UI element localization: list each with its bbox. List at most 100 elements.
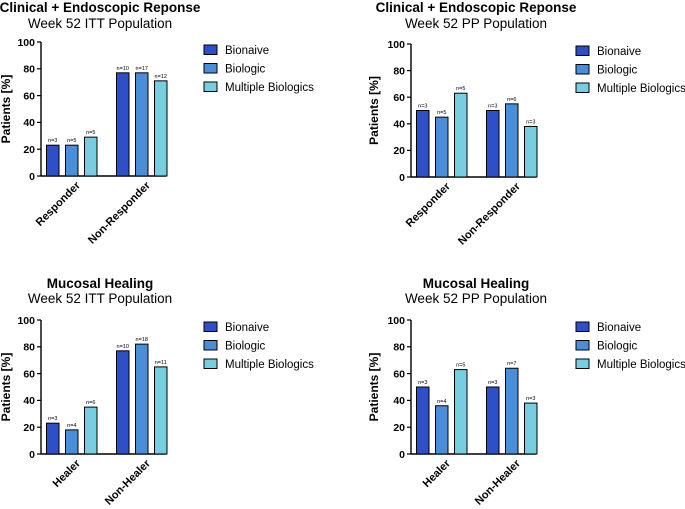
bar-n-label: n=3 (526, 119, 535, 125)
chart-subtitle: Week 52 ITT Population (28, 291, 172, 306)
legend-label: Multiple Biologics (225, 82, 314, 94)
x-category-label: Healer (51, 457, 84, 490)
legend-label: Bionaive (597, 46, 641, 58)
bar-n-label: n=4 (67, 423, 76, 429)
bar-n-label: n=10 (117, 66, 129, 72)
bar-n-label: n=10 (117, 344, 129, 350)
chart-title: Mucosal Healing (47, 276, 154, 291)
y-tick-label: 20 (23, 422, 35, 434)
legend-swatch (575, 358, 590, 369)
y-tick-label: 40 (393, 119, 405, 131)
bar (505, 103, 519, 178)
legend-swatch (575, 321, 590, 332)
y-axis-label: Patients [%] (0, 353, 13, 422)
bar (416, 386, 430, 455)
bar (435, 405, 449, 455)
bar (65, 429, 79, 455)
legend-swatch (203, 81, 218, 92)
bar-n-label: n=7 (507, 361, 516, 367)
legend-label: Bionaive (225, 322, 269, 334)
chart-title: Clinical + Endoscopic Reponse (376, 0, 577, 15)
x-category-label: Non-Responder (86, 179, 153, 246)
bar-n-label: n=17 (136, 66, 148, 72)
bar-n-label: n=5 (86, 130, 95, 136)
bar-n-label: n=11 (155, 360, 167, 366)
y-tick-label: 80 (23, 64, 35, 76)
bar (135, 72, 149, 177)
bar-n-label: n=5 (67, 138, 76, 144)
bar-n-label: n=3 (418, 380, 427, 386)
bar (524, 402, 538, 455)
y-tick-label: 40 (393, 395, 405, 407)
legend-label: Multiple Biologics (597, 83, 685, 95)
bar (84, 136, 98, 177)
legend-label: Biologic (597, 341, 638, 353)
bar (65, 144, 79, 177)
bar (435, 116, 449, 178)
bar (454, 92, 468, 178)
legend-label: Bionaive (225, 45, 269, 57)
bar-n-label: n=6 (86, 400, 95, 406)
bar-n-label: n=18 (136, 337, 148, 343)
x-category-label: Non-Healer (103, 457, 153, 507)
y-axis-label: Patients [%] (367, 76, 381, 145)
y-tick-label: 20 (393, 145, 405, 157)
bar-n-label: n=3 (418, 104, 427, 110)
bar (46, 422, 60, 455)
y-tick-label: 40 (23, 117, 35, 129)
y-tick-label: 0 (29, 171, 35, 183)
chart-title: Mucosal Healing (423, 276, 530, 291)
y-axis-label: Patients [%] (367, 353, 381, 422)
bar (46, 144, 60, 177)
bar-n-label: n=4 (437, 399, 446, 405)
bar (524, 125, 538, 178)
x-category-label: Non-Healer (473, 457, 523, 507)
y-tick-label: 60 (23, 368, 35, 380)
bar-n-label: n=3 (488, 104, 497, 110)
y-tick-label: 100 (387, 315, 405, 327)
x-category-label: Responder (404, 180, 454, 230)
legend-label: Bionaive (597, 322, 641, 334)
bar (84, 406, 98, 455)
bar (416, 110, 430, 178)
chart-subtitle: Week 52 ITT Population (28, 16, 172, 31)
legend-swatch (575, 64, 590, 75)
bar-n-label: n=5 (456, 86, 465, 92)
chart-subtitle: Week 52 PP Population (405, 16, 547, 31)
bar (154, 366, 168, 455)
y-tick-label: 60 (393, 92, 405, 104)
y-tick-label: 0 (399, 172, 405, 184)
y-tick-label: 40 (23, 395, 35, 407)
bar-n-label: n=3 (48, 416, 57, 422)
bar (116, 350, 130, 455)
chart-subtitle: Week 52 PP Population (405, 291, 547, 306)
bar-n-label: n=12 (155, 74, 167, 80)
bar (486, 110, 500, 178)
legend-label: Biologic (225, 341, 266, 353)
bar-n-label: n=6 (507, 97, 516, 103)
y-axis-label: Patients [%] (0, 75, 13, 144)
chart-title: Clinical + Endoscopic Reponse (0, 0, 201, 15)
legend-swatch (203, 63, 218, 74)
legend-swatch (575, 45, 590, 56)
bar (454, 369, 468, 455)
bar (505, 367, 519, 455)
y-tick-label: 0 (29, 449, 35, 461)
bar (154, 80, 168, 177)
y-tick-label: 60 (23, 90, 35, 102)
y-tick-label: 60 (393, 368, 405, 380)
x-category-label: Non-Responder (456, 180, 523, 247)
legend-label: Multiple Biologics (597, 359, 685, 371)
bar-n-label: n=3 (48, 138, 57, 144)
y-tick-label: 20 (23, 144, 35, 156)
y-tick-label: 80 (393, 65, 405, 77)
bar (135, 343, 149, 455)
legend-label: Multiple Biologics (225, 359, 314, 371)
y-tick-label: 100 (17, 315, 35, 327)
legend-label: Biologic (597, 65, 638, 77)
y-tick-label: 100 (387, 39, 405, 51)
